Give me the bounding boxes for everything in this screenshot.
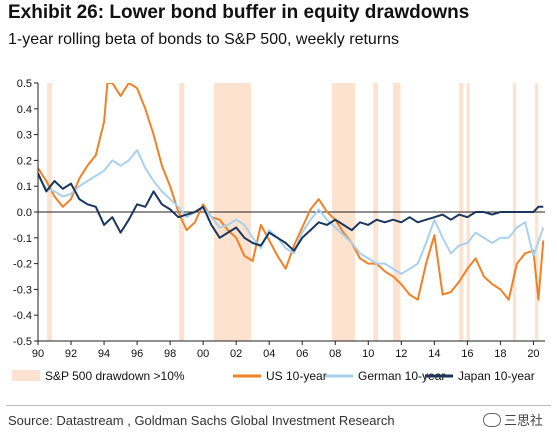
x-tick-label: 08 <box>329 348 341 360</box>
x-tick-label: 20 <box>527 348 539 360</box>
axes: -0.5 -0.4 -0.3 -0.2 -0.1 0.0 0.1 0.2 0.3 0.4 0.5 90… <box>13 78 545 360</box>
x-tick-label: 12 <box>395 348 407 360</box>
x-tick-label: 04 <box>263 348 275 360</box>
legend-label-3: Japan 10-year <box>458 369 535 383</box>
legend-swatch-drawdown <box>12 370 40 381</box>
brand-watermark: 三思社 <box>482 410 543 429</box>
x-tick-label: 92 <box>65 348 77 360</box>
x-tick-label: 94 <box>98 348 110 360</box>
chart-title: Exhibit 26: Lower bond buffer in equity … <box>8 2 470 23</box>
source-note: Source: Datastream , Goldman Sachs Globa… <box>8 413 395 428</box>
x-tick-label: 10 <box>362 348 374 360</box>
x-tick-label: 90 <box>32 348 44 360</box>
y-tick-label: 0.5 <box>17 78 32 90</box>
y-tick-label: -0.5 <box>13 336 32 348</box>
y-tick-label: 0.4 <box>17 104 32 116</box>
x-tick-label: 18 <box>494 348 506 360</box>
legend-label-0: S&P 500 drawdown >10% <box>45 369 185 383</box>
y-tick-label: 0.0 <box>17 207 32 219</box>
brand-label: 三思社 <box>503 413 543 428</box>
y-tick-label: 0.1 <box>17 181 32 193</box>
series-line-0 <box>38 83 545 301</box>
footer-divider <box>6 405 551 406</box>
series-line-2 <box>38 172 544 252</box>
y-tick-label: -0.2 <box>13 259 32 271</box>
y-tick-label: 0.2 <box>17 155 32 167</box>
x-tick-label: 96 <box>131 348 143 360</box>
x-tick-label: 06 <box>296 348 308 360</box>
x-tick-label: 00 <box>197 348 209 360</box>
x-tick-label: 14 <box>428 348 440 360</box>
x-tick-label: 16 <box>461 348 473 360</box>
chart-canvas: -0.5 -0.4 -0.3 -0.2 -0.1 0.0 0.1 0.2 0.3 0.4 0.5 90… <box>12 78 545 383</box>
y-tick-label: -0.4 <box>13 310 32 322</box>
x-tick-label: 02 <box>230 348 242 360</box>
legend: S&P 500 drawdown >10% US 10-year German 10… <box>12 369 535 383</box>
y-tick-label: -0.1 <box>13 233 32 245</box>
legend-label-2: German 10-year <box>358 369 445 383</box>
legend-label-1: US 10-year <box>266 369 327 383</box>
series-line-1 <box>38 149 545 275</box>
y-tick-label: -0.3 <box>13 284 32 296</box>
x-tick-label: 98 <box>164 348 176 360</box>
chart-subtitle: 1-year rolling beta of bonds to S&P 500,… <box>8 31 400 48</box>
y-tick-label: 0.3 <box>17 130 32 142</box>
wechat-icon <box>482 413 501 427</box>
series-lines <box>38 83 545 301</box>
